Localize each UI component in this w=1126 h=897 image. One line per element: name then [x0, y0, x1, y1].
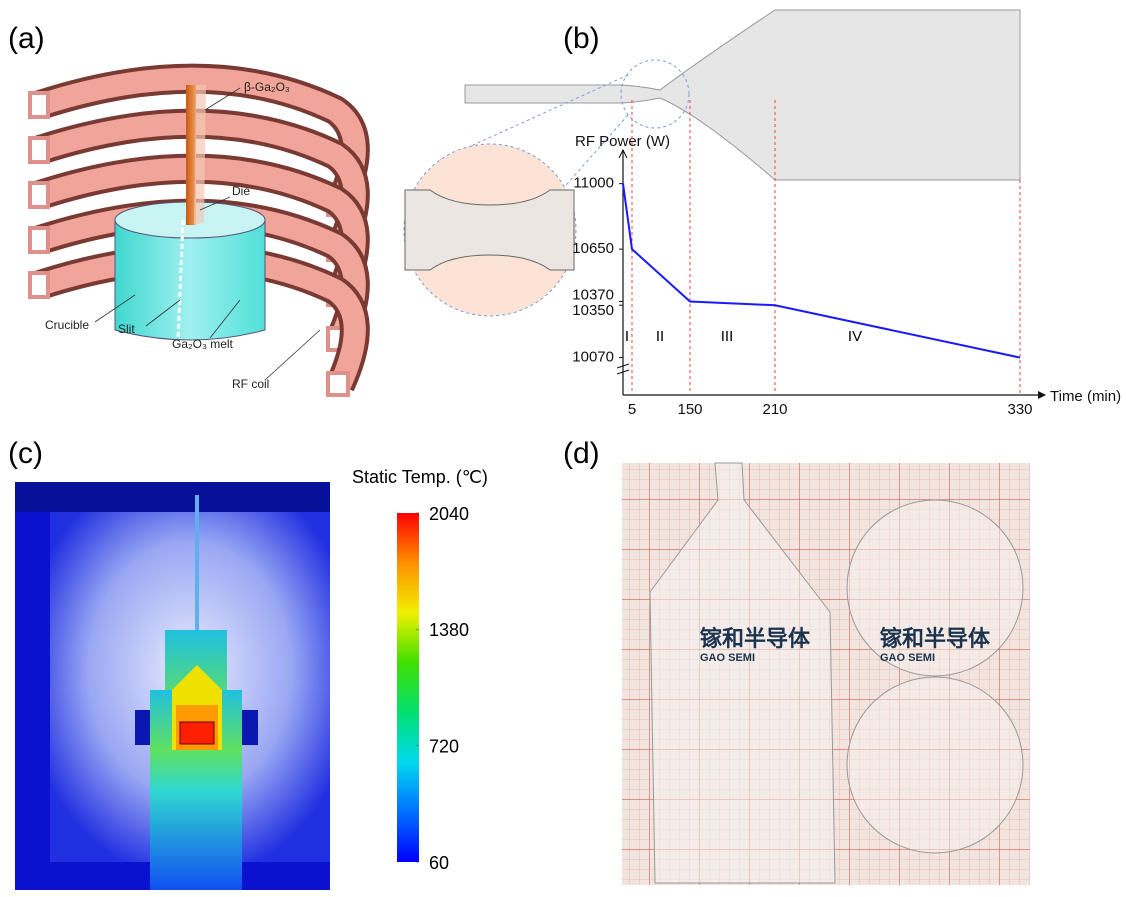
annotation: β-Ga₂O₃	[244, 80, 290, 94]
hottest-zone	[180, 722, 214, 744]
axis-arrow	[1038, 391, 1046, 399]
stage-label: I	[625, 328, 629, 345]
logo-text: GAO SEMI	[700, 652, 755, 664]
coil-end	[30, 228, 48, 252]
leader	[265, 330, 320, 380]
coil-end	[30, 138, 48, 162]
y-tick-label: 10370	[572, 286, 614, 303]
wafer	[847, 677, 1023, 853]
colorbar: Static Temp. (℃) 2040 1380 720 60	[352, 467, 488, 873]
y-tick-label: 10350	[572, 302, 614, 319]
colorbar-fill	[397, 513, 419, 862]
figure: (a) (b) (c) (d) β-Ga₂O₃ Die Crucible Sli…	[0, 0, 1126, 897]
colorbar-tick-label: 1380	[429, 620, 469, 640]
panel-label: (d)	[563, 437, 600, 470]
logo-text: 镓和半导体	[880, 626, 991, 651]
annotation: Slit	[118, 322, 135, 336]
stage-label: III	[721, 328, 734, 345]
panel-label: (b)	[563, 22, 600, 55]
colorbar-tick-label: 720	[429, 736, 459, 756]
stage-label: II	[656, 328, 664, 345]
y-tick-label: 10070	[572, 349, 614, 366]
x-tick-label: 150	[677, 401, 702, 418]
y-tick-label: 11000	[573, 175, 614, 192]
thermal-simulation	[15, 482, 330, 890]
annotation: Die	[232, 184, 250, 198]
stage-label: IV	[848, 328, 862, 345]
coil-end	[30, 183, 48, 207]
coil-end	[30, 93, 48, 117]
logo-text: GAO SEMI	[880, 652, 935, 664]
logo-text: 镓和半导体	[700, 626, 811, 651]
power-line	[623, 184, 1020, 358]
x-tick-label: 330	[1007, 401, 1032, 418]
colorbar-tick-label: 60	[429, 853, 449, 873]
panel-label: (a)	[8, 22, 45, 55]
crystal-plate	[194, 85, 206, 225]
coil-end	[328, 373, 348, 395]
y-tick-label: 10650	[572, 240, 614, 257]
y-axis-label: RF Power (W)	[575, 133, 670, 150]
coil-end	[30, 273, 48, 297]
annotation: Crucible	[45, 318, 89, 332]
crystal-outline	[465, 10, 1020, 180]
photo	[622, 463, 1030, 885]
x-axis-label: Time (min)	[1050, 388, 1121, 405]
crystal-shape	[404, 10, 1020, 316]
x-tick-label: 210	[762, 401, 787, 418]
colorbar-tick-label: 2040	[429, 504, 469, 524]
panel-label: (c)	[8, 437, 43, 470]
annotation: RF coil	[232, 377, 269, 391]
annotation: Ga₂O₃ melt	[172, 337, 234, 351]
x-tick-label: 5	[628, 401, 636, 418]
furnace-top	[15, 482, 330, 512]
colorbar-title: Static Temp. (℃)	[352, 467, 488, 487]
